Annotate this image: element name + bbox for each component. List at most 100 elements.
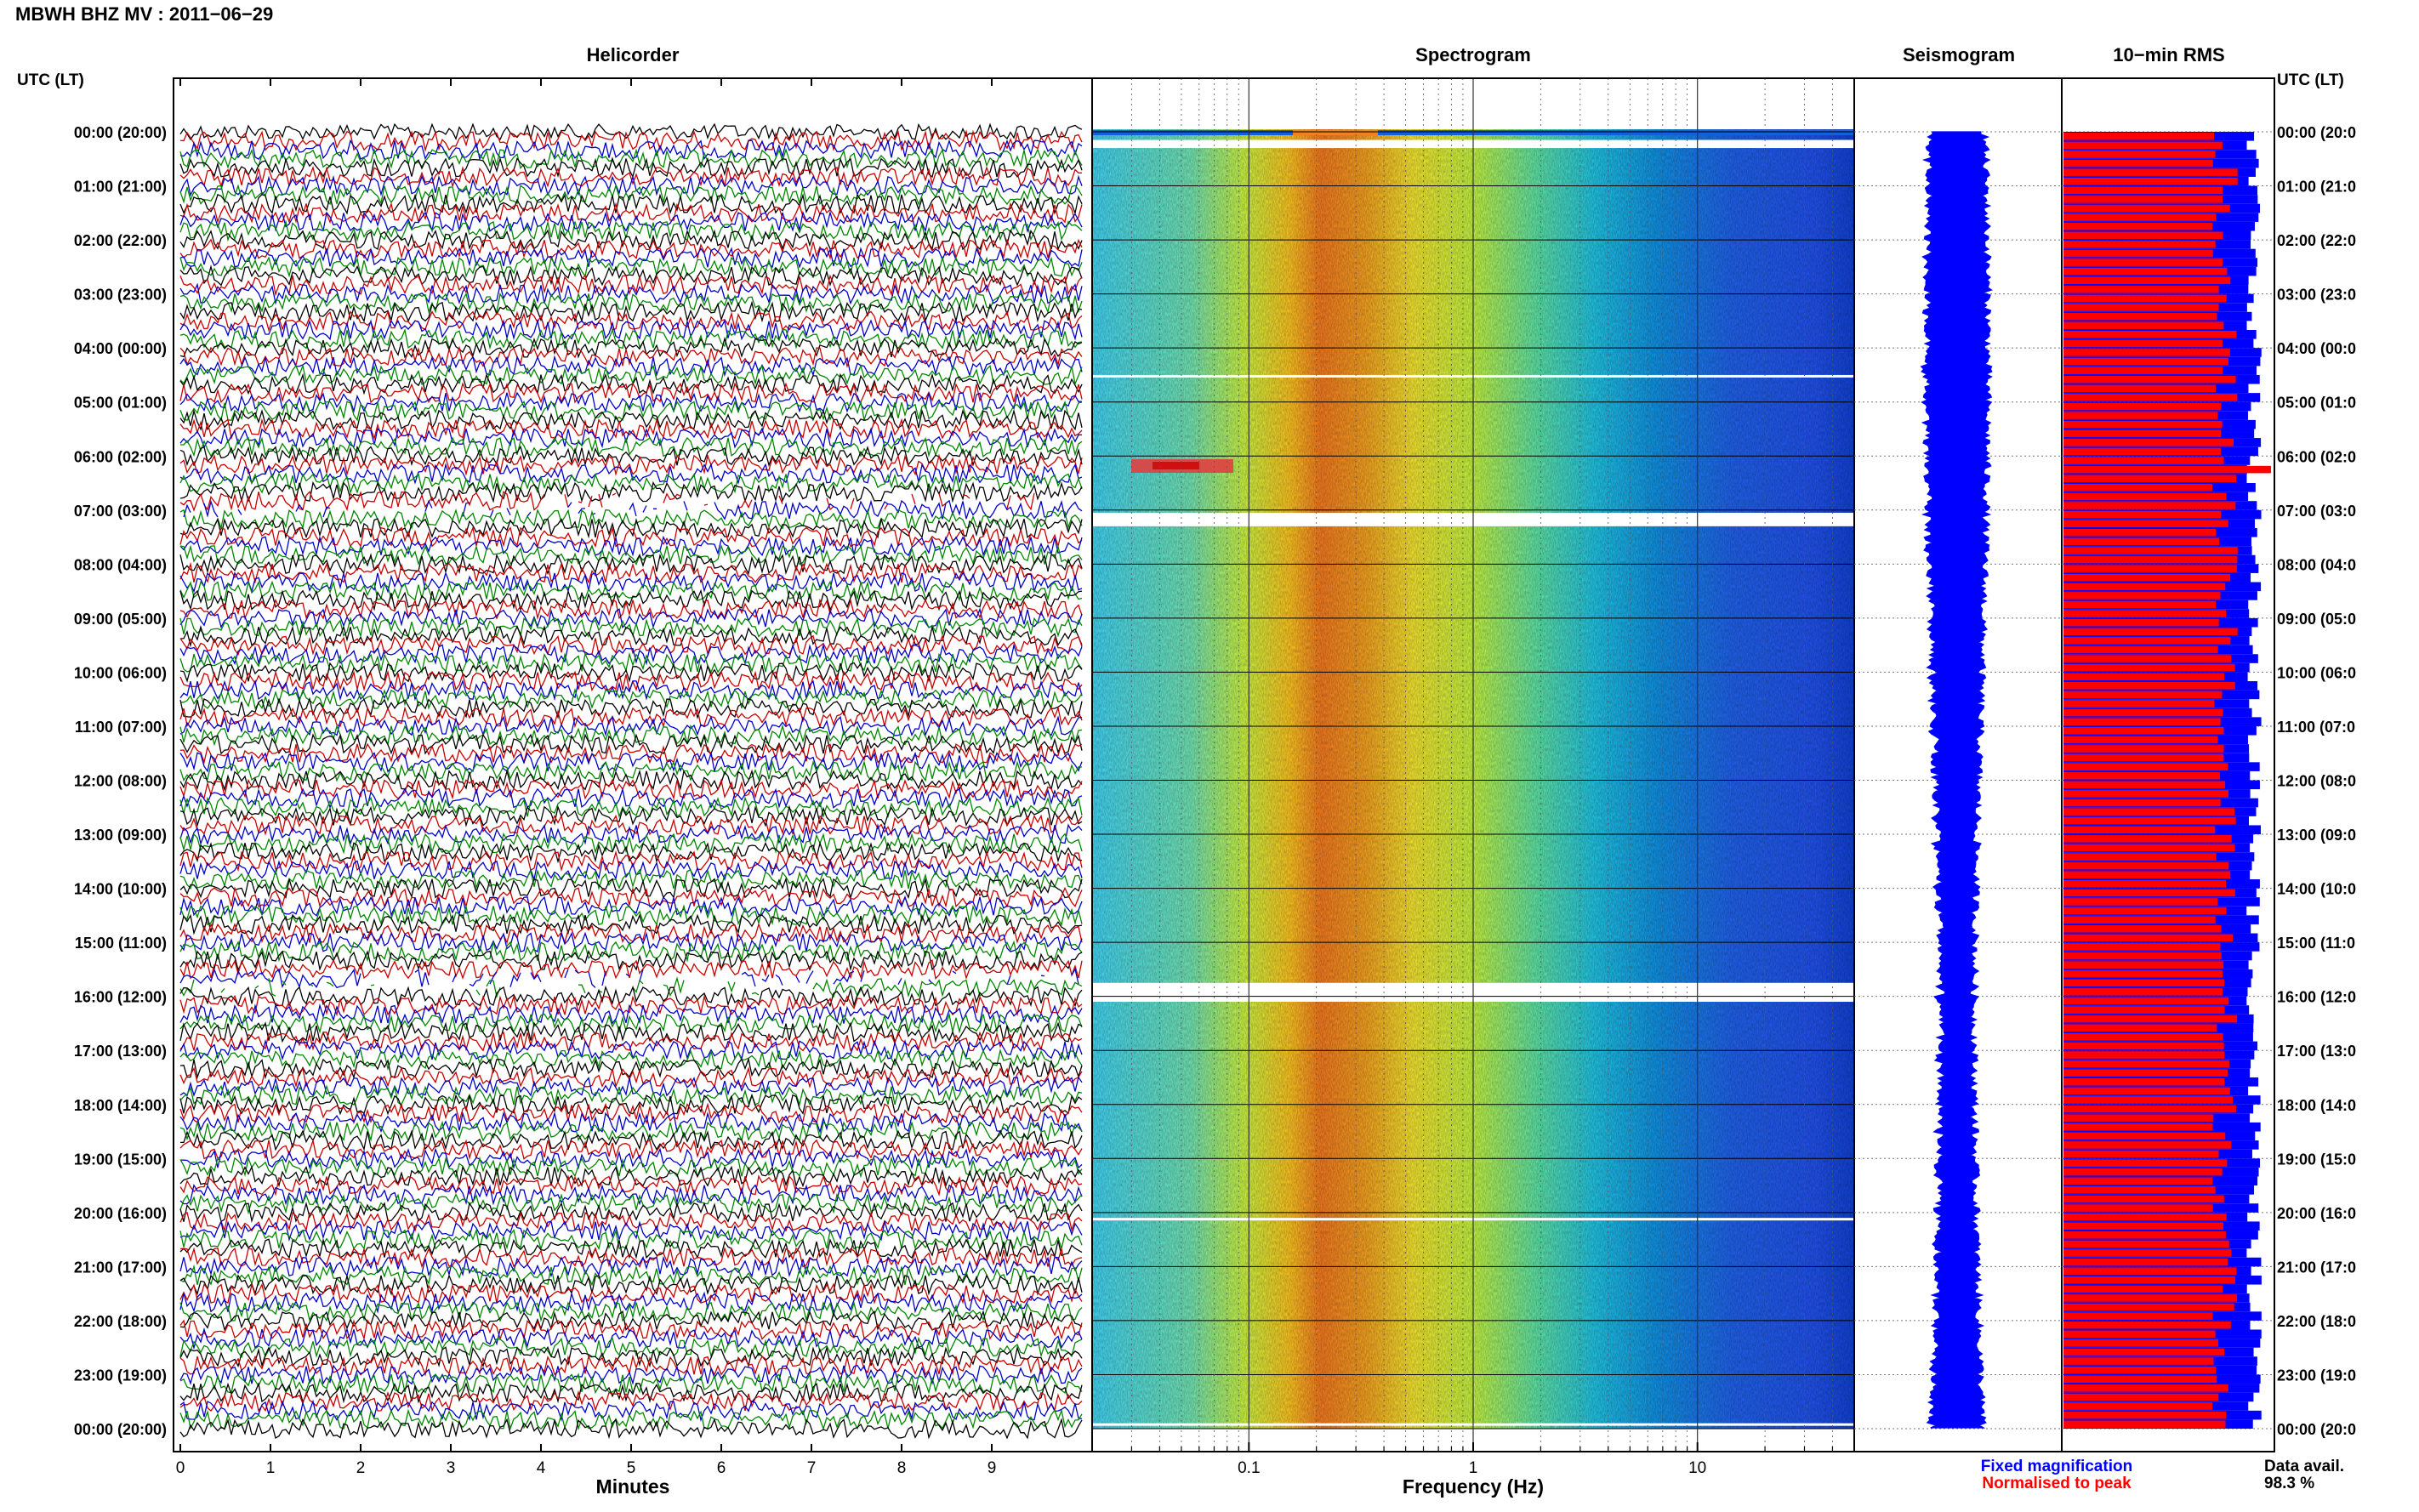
helicorder-trace-row bbox=[179, 561, 1083, 584]
helicorder-trace-row bbox=[179, 1147, 1083, 1170]
minute-tick-label: 9 bbox=[988, 1459, 997, 1477]
helicorder-trace-row bbox=[179, 1282, 1083, 1305]
helicorder-trace-row bbox=[179, 742, 1083, 765]
helicorder-trace-row bbox=[179, 255, 1083, 278]
helicorder-trace-row bbox=[179, 912, 1083, 935]
rms-bar-normalised bbox=[2063, 898, 2218, 906]
rms-bar-normalised bbox=[2063, 222, 2213, 230]
rms-bar-normalised bbox=[2063, 1249, 2232, 1257]
helicorder-trace-row bbox=[179, 427, 1082, 449]
rms-bar-normalised bbox=[2063, 339, 2223, 348]
helicorder-trace-row bbox=[179, 1246, 1083, 1269]
rms-bar-normalised bbox=[2063, 475, 2237, 483]
time-tick-left: 20:00 (16:00) bbox=[74, 1205, 167, 1222]
seismogram-trace bbox=[1920, 131, 1993, 1429]
helicorder-trace-row bbox=[179, 1228, 1083, 1251]
rms-bar-normalised bbox=[2063, 1285, 2223, 1293]
rms-bar-normalised bbox=[2063, 1276, 2235, 1284]
helicorder-trace-row bbox=[179, 904, 1083, 927]
helicorder-trace-row bbox=[179, 327, 1083, 350]
minute-tick-label: 6 bbox=[717, 1459, 726, 1477]
rms-bar-normalised bbox=[2063, 997, 2229, 1005]
rms-bar-normalised bbox=[2063, 853, 2217, 861]
time-tick-left: 08:00 (04:00) bbox=[74, 556, 167, 573]
rms-bar-normalised bbox=[2063, 367, 2223, 374]
rms-bar-normalised bbox=[2063, 484, 2213, 492]
rms-bar-normalised bbox=[2063, 924, 2222, 933]
rms-bar-normalised bbox=[2063, 1114, 2214, 1122]
time-tick-left: 13:00 (09:00) bbox=[74, 827, 167, 844]
rms-bar-normalised bbox=[2063, 213, 2217, 221]
rms-bar-normalised bbox=[2063, 141, 2223, 150]
time-tick-left: 17:00 (13:00) bbox=[74, 1043, 167, 1060]
rms-bar-normalised bbox=[2063, 412, 2218, 419]
rms-bar-normalised bbox=[2063, 520, 2228, 527]
minute-tick-label: 2 bbox=[356, 1459, 366, 1477]
time-tick-left: 15:00 (11:00) bbox=[75, 935, 167, 952]
rms-bar-normalised bbox=[2063, 159, 2213, 168]
rms-bar-normalised bbox=[2063, 618, 2219, 627]
time-tick-left: 03:00 (23:00) bbox=[74, 287, 167, 304]
helicorder-trace-row bbox=[179, 129, 1083, 152]
time-tick-right: 17:00 (13:0 bbox=[2277, 1043, 2356, 1060]
rms-bar-normalised bbox=[2063, 979, 2224, 987]
rms-panel bbox=[2061, 77, 2275, 1452]
helicorder-trace-row bbox=[179, 1093, 1083, 1116]
helicorder-trace-row bbox=[179, 860, 1083, 882]
helicorder-trace-row bbox=[179, 841, 1083, 864]
helicorder-trace-row bbox=[179, 687, 1083, 710]
rms-bar-normalised bbox=[2063, 1150, 2219, 1158]
rms-bar-normalised bbox=[2063, 1204, 2213, 1212]
rms-bar-normalised bbox=[2063, 231, 2223, 240]
rms-bar-normalised bbox=[2063, 286, 2219, 293]
rms-bar-normalised bbox=[2063, 655, 2232, 662]
helicorder-trace-row bbox=[179, 445, 1083, 468]
rms-bar-normalised bbox=[2063, 907, 2227, 915]
helicorder-trace-row bbox=[179, 1084, 1083, 1107]
helicorder-trace-row bbox=[180, 1129, 1083, 1151]
rms-bar-normalised bbox=[2063, 934, 2234, 942]
helicorder-trace-row bbox=[179, 571, 1083, 594]
rms-bar-normalised bbox=[2063, 628, 2238, 636]
legend-fixed-magnification: Fixed magnification bbox=[1981, 1458, 2132, 1475]
rms-bar-normalised bbox=[2063, 726, 2224, 735]
rms-bar-normalised bbox=[2063, 637, 2231, 645]
minutes-axis-label: Minutes bbox=[596, 1475, 670, 1498]
helicorder-trace-row bbox=[179, 210, 1083, 234]
helicorder-trace-row bbox=[179, 1354, 1083, 1377]
rms-bar-normalised bbox=[2063, 1168, 2223, 1176]
time-tick-right: 08:00 (04:0 bbox=[2277, 556, 2356, 573]
rms-bar-normalised bbox=[2063, 1222, 2224, 1231]
rms-title: 10−min RMS bbox=[2113, 44, 2224, 65]
legend-normalised-to-peak: Normalised to peak bbox=[1982, 1475, 2132, 1492]
helicorder-trace-row bbox=[179, 778, 1083, 800]
rms-bar-normalised bbox=[2063, 1321, 2231, 1329]
rms-bar-normalised bbox=[2063, 771, 2220, 780]
helicorder-trace-row bbox=[179, 662, 1083, 683]
helicorder-trace-row bbox=[179, 598, 1083, 621]
rms-bar-normalised bbox=[2063, 1258, 2228, 1266]
right-time-tick-labels: 00:00 (20:0 01:00 (21:0 02:00 (22:0 03:00 (… bbox=[2277, 124, 2356, 1438]
helicorder-x-axis: 0 1 2 3 4 5 6 7 8 9 bbox=[176, 78, 997, 1477]
helicorder-trace-row bbox=[179, 165, 1083, 188]
helicorder-trace-row bbox=[179, 174, 1083, 197]
minute-tick-label: 3 bbox=[447, 1459, 456, 1477]
rms-bar-normalised bbox=[2063, 1375, 2217, 1384]
rms-bar-normalised bbox=[2063, 691, 2223, 699]
time-tick-left: 14:00 (10:00) bbox=[74, 881, 167, 898]
rms-bar-normalised bbox=[2063, 259, 2223, 266]
rms-bar-normalised bbox=[2063, 1033, 2223, 1041]
rms-bar-normalised bbox=[2063, 1123, 2213, 1131]
time-tick-left: 11:00 (07:00) bbox=[75, 719, 167, 736]
spectrogram-grid bbox=[1091, 78, 1855, 1452]
rms-bar-normalised bbox=[2063, 861, 2229, 870]
rms-bar-normalised bbox=[2063, 528, 2217, 537]
helicorder-trace-row bbox=[179, 1038, 1083, 1061]
helicorder-trace-row bbox=[179, 1057, 1083, 1080]
helicorder-trace-row bbox=[179, 868, 1083, 891]
helicorder-trace-row bbox=[179, 1021, 1083, 1044]
helicorder-trace-row bbox=[179, 345, 1083, 368]
minute-tick-label: 0 bbox=[176, 1459, 185, 1477]
helicorder-trace-row bbox=[179, 318, 1083, 342]
rms-bar-normalised bbox=[2063, 1024, 2217, 1032]
